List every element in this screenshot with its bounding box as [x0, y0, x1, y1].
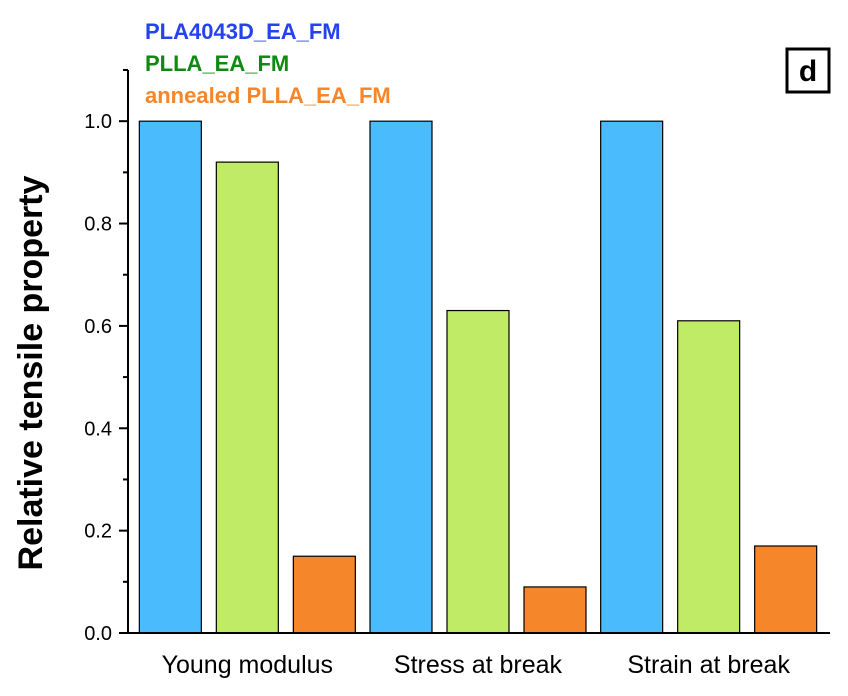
bar-3-3: [754, 545, 818, 634]
bar-3-1: [292, 555, 356, 634]
bar-1-2: [369, 120, 433, 634]
bar-3-2: [523, 586, 587, 634]
y-tick-label: 0.6: [84, 316, 112, 338]
y-tick-label: 0.8: [84, 214, 112, 236]
bar-2-1: [215, 161, 279, 634]
bar-2-2: [446, 309, 510, 634]
category-label: Strain at break: [627, 651, 790, 679]
y-tick-label: 0.0: [84, 623, 112, 645]
category-label: Young modulus: [162, 651, 333, 679]
y-ticks-group: 0.0 0.2 0.4 0.6 0.8 1.0: [84, 69, 128, 645]
y-tick-label: 1.0: [84, 111, 112, 133]
bar-1-3: [600, 120, 664, 634]
bars-group: [138, 120, 818, 634]
category-labels-group: Young modulus Stress at break Strain at br…: [162, 651, 791, 679]
panel-label: d: [799, 55, 817, 88]
legend-entry: annealed PLLA_EA_FM: [145, 83, 391, 108]
y-tick-label: 0.4: [84, 418, 112, 440]
category-label: Stress at break: [394, 651, 563, 679]
legend: PLA4043D_EA_FM PLLA_EA_FM annealed PLLA_EA…: [145, 19, 391, 108]
legend-entry: PLLA_EA_FM: [145, 51, 289, 76]
y-tick-label: 0.2: [84, 521, 112, 543]
y-axis-title: Relative tensile property: [12, 175, 50, 570]
bar-1-1: [138, 120, 202, 634]
panel-label-box: d: [785, 47, 831, 94]
axes-group: [127, 70, 830, 634]
legend-entry: PLA4043D_EA_FM: [145, 19, 341, 44]
bar-2-3: [677, 320, 741, 634]
